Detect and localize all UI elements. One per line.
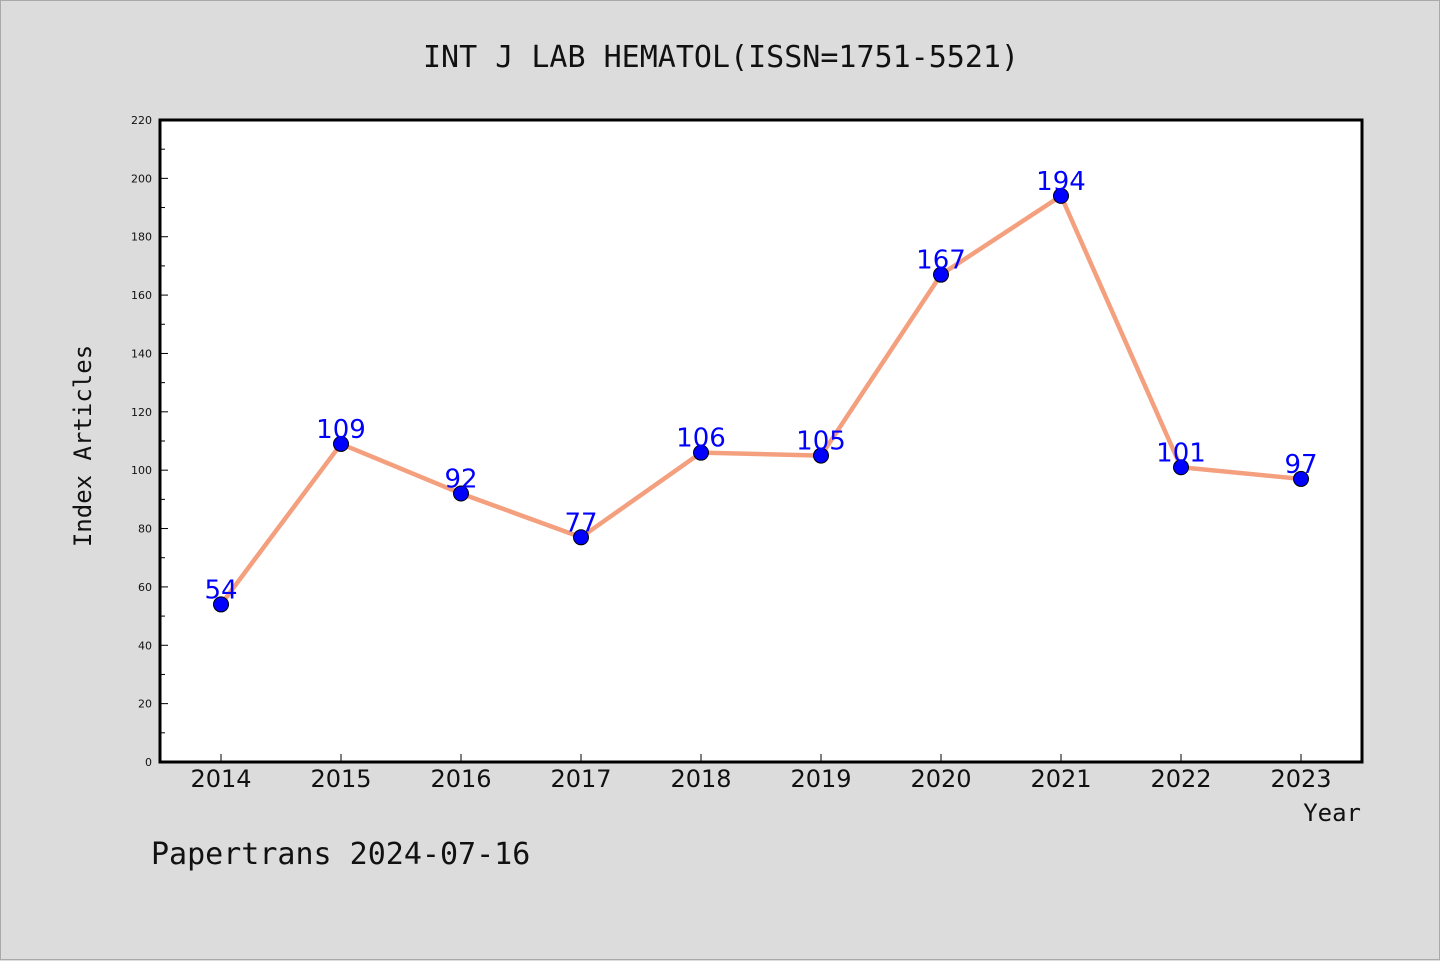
data-label: 194 [1036,167,1086,197]
x-tick-label: 2014 [190,765,251,793]
y-tick-label: 60 [138,581,152,594]
chart-title: INT J LAB HEMATOL(ISSN=1751-5521) [423,40,1019,75]
data-labels: 54 109 92 77 106 105 167 194 101 97 [204,167,1317,606]
data-label: 105 [796,427,846,457]
data-point [693,444,709,461]
y-tick-label: 220 [131,114,152,127]
data-label: 101 [1156,438,1206,468]
y-tick-label: 20 [138,698,152,711]
y-axis-title: Index Articles [69,345,97,547]
plot-area [160,120,1362,762]
data-point [333,435,349,452]
x-axis: 2014 2015 2016 2017 2018 2019 2020 2021 2022 2023 [190,754,1332,793]
x-tick-label: 2021 [1030,765,1091,793]
data-point [213,596,229,613]
series-line [219,193,1302,606]
x-tick-label: 2020 [910,765,971,793]
data-label: 92 [444,465,477,495]
plot-border [158,118,1364,764]
data-point [933,266,949,283]
y-tick-label: 40 [138,639,152,652]
y-tick-label: 100 [131,464,152,477]
x-tick-label: 2022 [1150,765,1211,793]
x-axis-title: Year [1303,799,1361,827]
y-tick-label: 160 [131,289,152,302]
data-point [573,529,589,546]
y-tick-label: 0 [145,756,152,769]
y-tick-label: 140 [131,347,152,360]
data-point [1053,187,1069,204]
data-label: 109 [316,415,366,445]
x-tick-label: 2023 [1270,765,1331,793]
y-tick-label: 200 [131,172,152,185]
y-tick-label: 80 [138,523,152,536]
data-point [1293,470,1309,487]
x-tick-label: 2016 [430,765,491,793]
data-point [453,485,469,502]
x-tick-label: 2018 [670,765,731,793]
data-label: 167 [916,246,966,276]
y-tick-label: 180 [131,231,152,244]
data-label: 97 [1284,450,1317,480]
footer-text: Papertrans 2024-07-16 [151,837,530,872]
x-tick-label: 2015 [310,765,371,793]
data-point [1173,459,1189,476]
data-label: 77 [564,508,597,538]
data-label: 106 [676,424,726,454]
data-markers [213,187,1309,613]
y-tick-label: 120 [131,406,152,419]
data-point [813,447,829,464]
x-tick-label: 2017 [550,765,611,793]
data-label: 54 [204,575,237,605]
x-tick-label: 2019 [790,765,851,793]
